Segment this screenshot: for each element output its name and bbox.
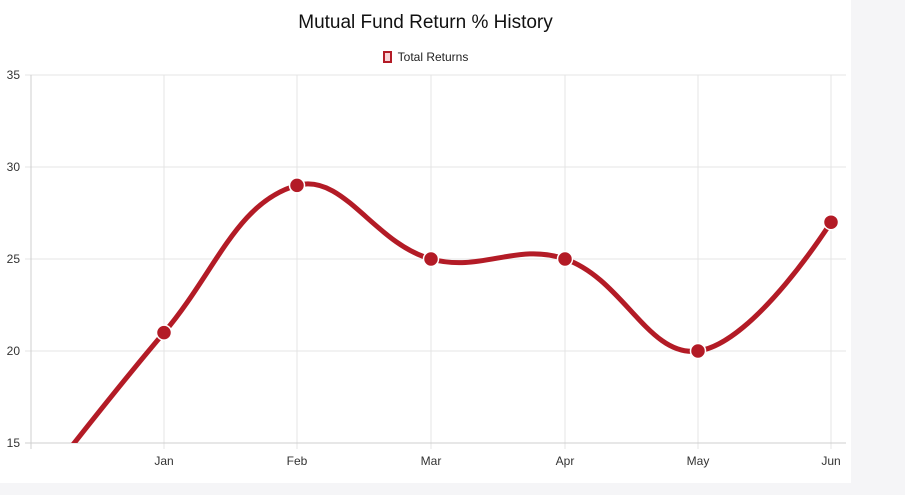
x-tick-label: Jan (154, 454, 173, 468)
points-group (155, 177, 840, 360)
y-tick-label: 20 (7, 344, 21, 358)
y-tick-label: 30 (7, 160, 21, 174)
y-tick-label: 15 (7, 436, 21, 450)
legend[interactable]: Total Returns (0, 50, 851, 64)
data-point[interactable] (155, 324, 173, 341)
data-point[interactable] (822, 213, 840, 231)
x-tick-label: Jun (821, 454, 840, 468)
x-tick-label: May (687, 454, 710, 468)
y-tick-label: 35 (7, 68, 21, 82)
chart-title: Mutual Fund Return % History (298, 12, 553, 33)
legend-swatch[interactable] (382, 51, 392, 63)
data-point[interactable] (422, 250, 440, 268)
plot-area: 15 20 25 30 35 Jan Feb Mar Apr May Jun (7, 68, 846, 468)
legend-label[interactable]: Total Returns (397, 50, 469, 64)
x-tick-label: Mar (421, 454, 442, 468)
chart-card: Mutual Fund Return % History Total Retur… (0, 12, 851, 468)
data-point[interactable] (689, 342, 707, 360)
x-axis: Jan Feb Mar Apr May Jun (154, 454, 840, 468)
data-point[interactable] (556, 250, 574, 268)
y-axis: 15 20 25 30 35 (7, 68, 21, 450)
x-tick-label: Apr (556, 454, 575, 468)
data-point[interactable] (288, 177, 306, 194)
x-tick-label: Feb (287, 454, 308, 468)
y-tick-label: 25 (7, 252, 21, 266)
